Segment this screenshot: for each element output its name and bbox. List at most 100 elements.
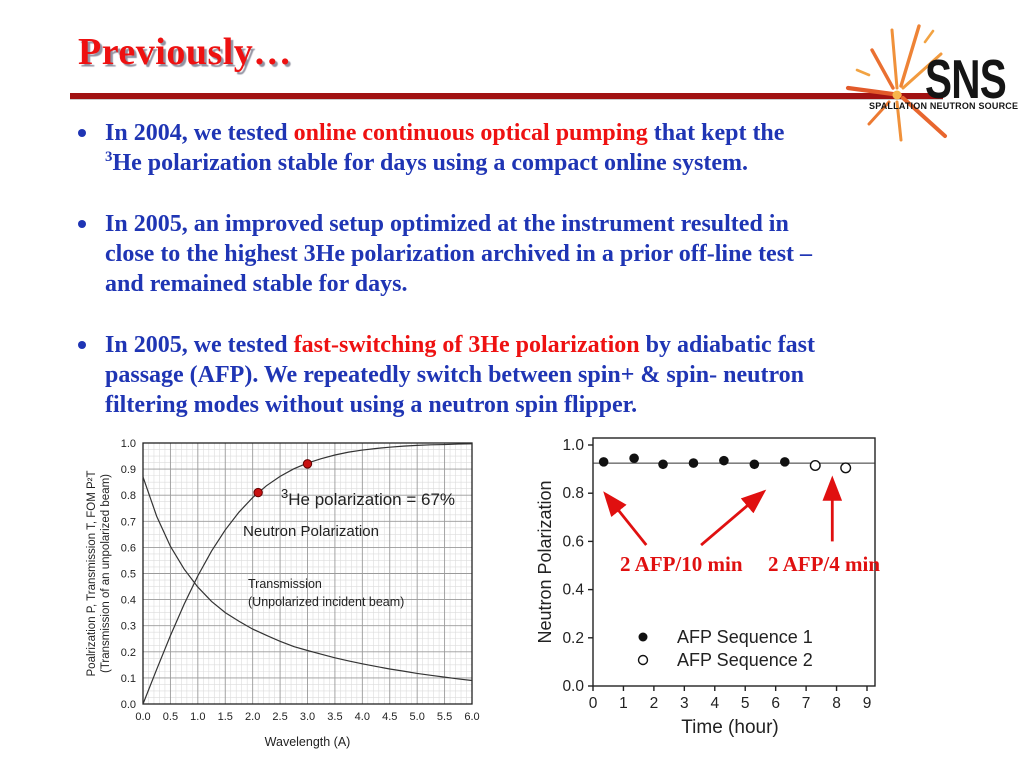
seq2-point	[840, 462, 852, 474]
seq1-point	[598, 457, 609, 467]
bullet-text: In 2005, an improved setup optimized at …	[105, 209, 812, 299]
x-axis-label: Time (hour)	[681, 717, 778, 738]
slide-title: Previously…	[78, 31, 292, 73]
x-tick-label: 5.0	[410, 711, 425, 723]
x-tick-label: 9	[863, 695, 872, 712]
y-tick-label: 0.2	[121, 647, 136, 659]
grid	[142, 442, 473, 705]
y-tick-label: 0.6	[121, 542, 136, 554]
y-tick-label: 0.5	[121, 569, 136, 581]
plot-border	[142, 442, 473, 705]
logo-acronym: SNS	[925, 49, 1006, 111]
x-tick-label: 3.0	[300, 711, 315, 723]
seq1-point	[688, 458, 699, 468]
y-tick-label: 0.1	[121, 673, 136, 685]
sns-logo: SNS SPALLATION NEUTRON SOURCE	[845, 24, 1018, 142]
plot-border	[592, 437, 876, 687]
y-axis-label: Poalrization P, Transmission T, FOM P²T	[86, 470, 98, 676]
x-tick-label: 2.0	[245, 711, 260, 723]
bullet-list: In 2004, we tested online continuous opt…	[78, 118, 958, 451]
logo-subtitle: SPALLATION NEUTRON SOURCE	[869, 101, 1018, 111]
x-tick-label: 5.5	[437, 711, 452, 723]
y-tick-label: 1.0	[562, 437, 584, 454]
x-tick-label: 0	[589, 695, 598, 712]
body-text: In 2004, we tested	[105, 120, 294, 146]
transmission-curve	[142, 476, 473, 682]
x-tick-label: 8	[832, 695, 841, 712]
y-tick-label: 0.4	[562, 582, 584, 599]
y-axis-label: (Transmission of an unpolarized beam)	[100, 474, 112, 673]
bullet-marker	[78, 118, 105, 178]
bullet-item: In 2005, an improved setup optimized at …	[78, 209, 958, 299]
bullet-text: In 2005, we tested fast-switching of 3He…	[105, 330, 815, 420]
title-rule	[70, 93, 943, 99]
annotation-arrow	[700, 489, 767, 547]
afp-time-chart: 0 1 2 3 4 5 6 7 8 9 0.0 0.2 0.4 0.6 0.8 1.0 2 AFP/10 min…	[535, 437, 880, 738]
starburst-icon	[845, 24, 947, 142]
x-tick-label: 4.5	[382, 711, 397, 723]
x-axis-label: Wavelength (A)	[265, 735, 351, 749]
x-tick-label: 0.5	[163, 711, 178, 723]
bullet-item: In 2005, we tested fast-switching of 3He…	[78, 330, 958, 420]
x-tick-label: 1.0	[190, 711, 205, 723]
seq1-point	[719, 455, 729, 466]
highlight-text: fast-switching of 3He polarization	[293, 332, 640, 358]
bullet-item: In 2004, we tested online continuous opt…	[78, 118, 958, 178]
body-text: passage (AFP). We repeatedly switch betw…	[105, 362, 805, 388]
body-text: In 2005, an improved setup optimized at …	[105, 211, 789, 237]
body-text: by adiabatic fast	[639, 332, 815, 358]
x-tick-label: 1	[619, 695, 628, 712]
bullet-marker	[78, 330, 105, 420]
body-text: In 2005, we tested	[105, 332, 294, 358]
x-tick-label: 3	[680, 695, 689, 712]
body-text: that kept the	[647, 120, 785, 146]
x-tick-label: 6.0	[464, 711, 479, 723]
polarization-label: Neutron Polarization	[243, 523, 379, 540]
body-text: filtering modes without using a neutron …	[105, 392, 638, 418]
annotation-arrow	[603, 491, 648, 546]
x-tick-label: 0.0	[135, 711, 150, 723]
x-tick-label: 4.0	[355, 711, 370, 723]
body-text: He polarization stable for days using a …	[112, 150, 748, 176]
seq1-point	[749, 459, 760, 470]
x-tick-label: 2.5	[272, 711, 287, 723]
highlight-text: online continuous optical pumping	[293, 120, 648, 146]
x-tick-label: 7	[802, 695, 811, 712]
bullet-marker	[78, 209, 105, 299]
legend-label-seq1: AFP Sequence 1	[677, 627, 813, 647]
x-tick-label: 4	[710, 695, 719, 712]
y-tick-label: 0.4	[121, 595, 136, 607]
y-tick-label: 0.9	[121, 464, 136, 476]
y-tick-label: 0.0	[562, 678, 584, 695]
afp-4min-label: 2 AFP/4 min	[768, 552, 880, 576]
body-text: 3	[105, 149, 113, 165]
wavelength-chart: 0.0 0.5 1.0 1.5 2.0 2.5 3.0 3.5 4.0 4.5 5.0 5.5 6.0 0…	[86, 438, 480, 749]
bullet-text: In 2004, we tested online continuous opt…	[105, 118, 784, 178]
measured-point	[253, 487, 263, 498]
x-tick-label: 2	[650, 695, 659, 712]
x-tick-label: 5	[741, 695, 750, 712]
x-tick-label: 3.5	[327, 711, 342, 723]
x-tick-label: 1.5	[218, 711, 233, 723]
body-text: close to the highest 3He polarization ar…	[105, 241, 813, 267]
afp-10min-label: 2 AFP/10 min	[620, 552, 743, 576]
transmission-label: Transmission	[248, 577, 322, 591]
seq1-point	[629, 453, 639, 464]
x-tick-label: 6	[771, 695, 780, 712]
y-tick-label: 1.0	[121, 438, 136, 450]
y-tick-label: 0.2	[562, 630, 584, 647]
seq1-point	[780, 457, 790, 467]
y-axis-label: Neutron Polarization	[535, 480, 555, 643]
legend-marker-seq1	[638, 632, 648, 642]
transmission-label: (Unpolarized incident beam)	[248, 595, 404, 609]
y-tick-label: 0.0	[121, 699, 136, 711]
y-tick-label: 0.6	[562, 533, 584, 550]
y-tick-label: 0.8	[562, 485, 584, 502]
seq2-point	[809, 459, 821, 471]
legend-label-seq2: AFP Sequence 2	[677, 650, 813, 670]
y-tick-label: 0.3	[121, 621, 136, 633]
body-text: and remained stable for days.	[105, 271, 408, 297]
legend-marker-seq2	[637, 654, 649, 666]
y-tick-label: 0.7	[121, 516, 136, 528]
